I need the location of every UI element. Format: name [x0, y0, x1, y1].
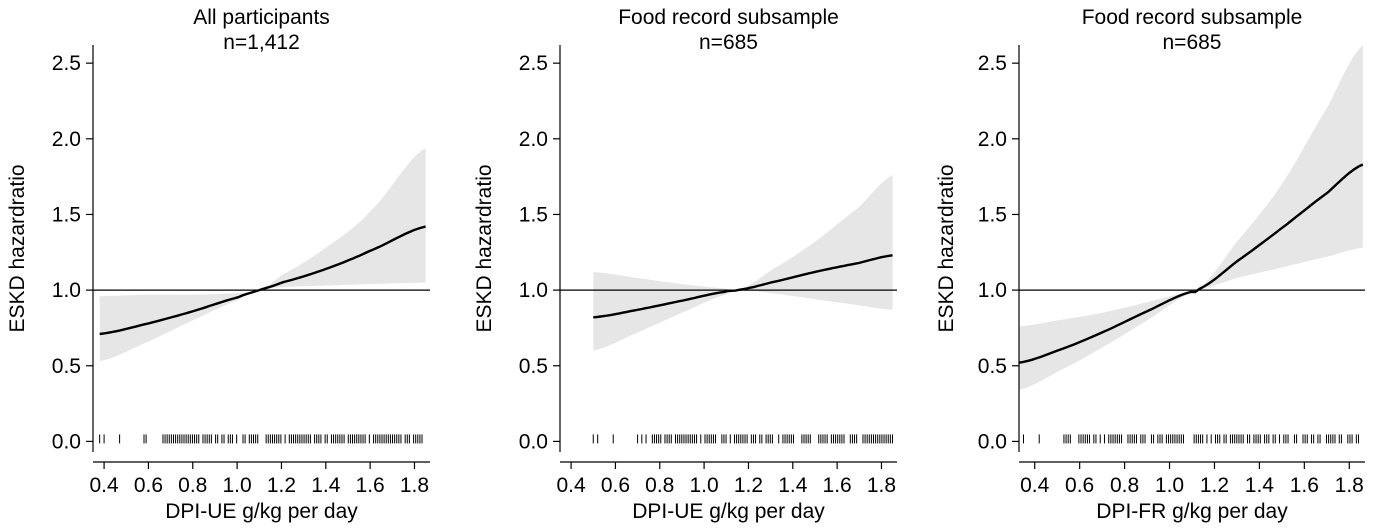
- y-tick-label: 2.5: [978, 52, 1007, 75]
- y-tick-label: 2.0: [52, 128, 81, 151]
- y-tick-label: 1.0: [978, 279, 1007, 302]
- y-tick-label: 0.5: [978, 355, 1007, 378]
- x-tick-label: 1.4: [311, 474, 341, 497]
- x-tick-label: 1.0: [690, 474, 719, 497]
- x-tick-label: 1.2: [267, 474, 296, 497]
- y-tick-label: 2.0: [519, 128, 548, 151]
- y-tick-label: 1.0: [52, 279, 81, 302]
- x-axis-label: DPI-UE g/kg per day: [165, 500, 358, 523]
- x-tick-label: 1.8: [400, 474, 429, 497]
- y-tick-label: 1.5: [52, 203, 81, 226]
- confidence-band: [1019, 45, 1363, 390]
- confidence-band: [99, 147, 426, 362]
- x-tick-label: 0.4: [556, 474, 586, 497]
- x-tick-label: 0.8: [645, 474, 674, 497]
- panel-3: 0.0 0.5 1.0 1.5 2.0 2.5 0.4 0.6 0.8 1.0 1.2 1.4 1.6 1…: [935, 6, 1365, 523]
- panel-title: Food record subsample: [1082, 6, 1303, 29]
- x-axis-label: DPI-FR g/kg per day: [1096, 500, 1288, 523]
- x-tick-label: 1.8: [867, 474, 896, 497]
- x-tick-label: 1.4: [1245, 474, 1275, 497]
- y-tick-label: 1.0: [519, 279, 548, 302]
- y-tick-label: 2.5: [52, 52, 81, 75]
- panel-subtitle: n=1,412: [223, 31, 300, 54]
- x-tick-label: 0.6: [1065, 474, 1094, 497]
- x-tick-label: 1.6: [356, 474, 385, 497]
- hazard-ratio-curve: [99, 225, 426, 336]
- y-tick-label: 0.0: [52, 430, 81, 453]
- panel-subtitle: n=685: [699, 31, 758, 54]
- x-tick-label: 1.0: [223, 474, 252, 497]
- panel-title: All participants: [193, 6, 330, 29]
- rug-plot: [99, 434, 423, 444]
- y-tick-label: 2.0: [978, 128, 1007, 151]
- x-tick-label: 1.6: [1290, 474, 1319, 497]
- x-tick-label: 1.0: [1155, 474, 1184, 497]
- y-axis-label: ESKD hazardratio: [473, 164, 496, 332]
- x-tick-label: 0.6: [134, 474, 163, 497]
- x-tick-label: 1.8: [1335, 474, 1364, 497]
- y-tick-label: 0.0: [978, 430, 1007, 453]
- y-tick-label: 0.5: [52, 355, 81, 378]
- hazard-ratio-curve: [1018, 163, 1364, 364]
- rug-plot: [592, 434, 893, 444]
- x-tick-label: 0.6: [601, 474, 630, 497]
- rug-plot: [1018, 434, 1359, 444]
- confidence-band: [593, 175, 893, 351]
- x-tick-label: 1.2: [734, 474, 763, 497]
- x-tick-label: 0.4: [1020, 474, 1050, 497]
- hazard-ratio-curve: [593, 254, 893, 319]
- y-axis-label: ESKD hazardratio: [6, 164, 29, 332]
- x-tick-label: 0.8: [1110, 474, 1139, 497]
- y-tick-label: 2.5: [519, 52, 548, 75]
- x-axis-label: DPI-UE g/kg per day: [632, 500, 825, 523]
- panel-title: Food record subsample: [618, 6, 839, 29]
- panel-subtitle: n=685: [1163, 31, 1222, 54]
- x-tick-label: 0.4: [89, 474, 119, 497]
- x-tick-label: 0.8: [178, 474, 207, 497]
- y-axis-label: ESKD hazardratio: [935, 164, 958, 332]
- y-tick-label: 0.0: [519, 430, 548, 453]
- y-tick-label: 1.5: [978, 203, 1007, 226]
- panel-1: 0.0 0.5 1.0 1.5 2.0 2.5 0.4 0.6 0.8 1.0 1.2 1.4 1.6 1…: [6, 6, 430, 523]
- y-tick-label: 1.5: [519, 203, 548, 226]
- y-tick-label: 0.5: [519, 355, 548, 378]
- panel-2: 0.0 0.5 1.0 1.5 2.0 2.5 0.4 0.6 0.8 1.0 1.2 1.4 1.6 1…: [473, 6, 897, 523]
- x-tick-label: 1.2: [1200, 474, 1229, 497]
- x-tick-label: 1.4: [778, 474, 808, 497]
- x-tick-label: 1.6: [823, 474, 852, 497]
